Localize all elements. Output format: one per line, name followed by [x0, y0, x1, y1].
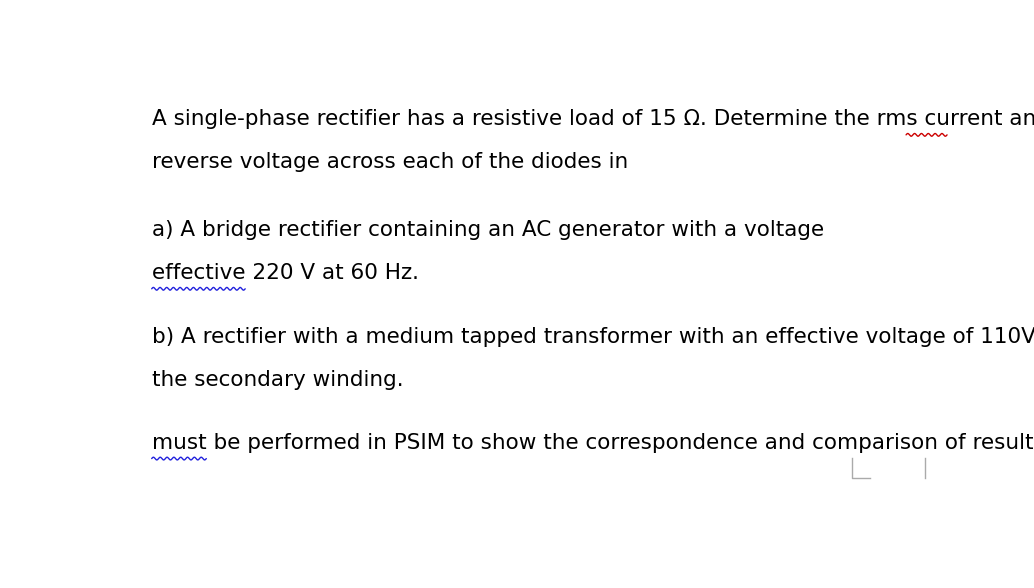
Text: A single-phase rectifier has a resistive load of 15 Ω. Determine the rms current: A single-phase rectifier has a resistive…: [152, 109, 1034, 129]
Text: b) A rectifier with a medium tapped transformer with an effective voltage of 110: b) A rectifier with a medium tapped tran…: [152, 327, 1034, 347]
Text: a) A bridge rectifier containing an AC generator with a voltage: a) A bridge rectifier containing an AC g…: [152, 220, 824, 240]
Text: the secondary winding.: the secondary winding.: [152, 370, 403, 390]
Text: reverse voltage across each of the diodes in: reverse voltage across each of the diode…: [152, 152, 628, 172]
Text: must be performed in PSIM to show the correspondence and comparison of results o: must be performed in PSIM to show the co…: [152, 433, 1034, 453]
Text: effective 220 V at 60 Hz.: effective 220 V at 60 Hz.: [152, 263, 419, 283]
